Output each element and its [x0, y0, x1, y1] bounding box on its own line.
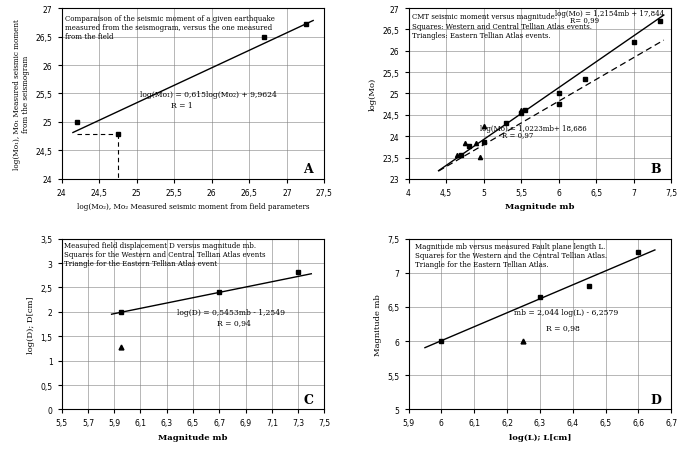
- Text: R= 0,99: R= 0,99: [570, 16, 599, 24]
- Text: mb = 2,044 log(L) - 6,2579: mb = 2,044 log(L) - 6,2579: [514, 308, 618, 316]
- Text: log(Mo) = 1,0223mb+ 18,686: log(Mo) = 1,0223mb+ 18,686: [480, 125, 586, 132]
- Text: C: C: [303, 393, 314, 406]
- Text: B: B: [650, 163, 661, 176]
- Text: R = 0,94: R = 0,94: [216, 318, 251, 326]
- X-axis label: Magnitude mb: Magnitude mb: [505, 203, 575, 211]
- Text: Magnitude mb versus measured Fault plane length L.
Squares for the Western and t: Magnitude mb versus measured Fault plane…: [415, 243, 607, 269]
- X-axis label: log(L); L[cm]: log(L); L[cm]: [509, 433, 571, 441]
- Y-axis label: log(Mo): log(Mo): [369, 78, 377, 111]
- Text: CMT seismic moment versus magnitude.
Squares: Western and Central Tellian Atlas : CMT seismic moment versus magnitude. Squ…: [412, 13, 593, 40]
- X-axis label: Magnitude mb: Magnitude mb: [158, 433, 228, 441]
- Text: log(D) = 0,5453mb - 1,2549: log(D) = 0,5453mb - 1,2549: [177, 308, 285, 317]
- Text: Comparaison of the seismic moment of a given earthquake
measured from the seismo: Comparaison of the seismic moment of a g…: [65, 15, 275, 41]
- Y-axis label: log(D); D[cm]: log(D); D[cm]: [27, 296, 35, 353]
- Text: D: D: [650, 393, 661, 406]
- Y-axis label: Magnitude mb: Magnitude mb: [374, 293, 382, 355]
- Text: R = 0,97: R = 0,97: [502, 131, 534, 139]
- Text: A: A: [303, 163, 313, 176]
- Y-axis label: log(Mo₁), Mo₁ Measured seismic moment
from the seismogram: log(Mo₁), Mo₁ Measured seismic moment fr…: [13, 19, 30, 170]
- Text: R = 0,98: R = 0,98: [547, 323, 580, 331]
- Text: log(Mo) = 1,2154mb + 17,844: log(Mo) = 1,2154mb + 17,844: [555, 10, 664, 17]
- Text: log(Mo₁) = 0,615log(Mo₂) + 9,9624: log(Mo₁) = 0,615log(Mo₂) + 9,9624: [140, 91, 277, 99]
- X-axis label: log(Mo₂), Mo₂ Measured seismic moment from field parameters: log(Mo₂), Mo₂ Measured seismic moment fr…: [77, 203, 310, 211]
- Text: Measured field displacement D versus magnitude mb.
Squares for the Western and C: Measured field displacement D versus mag…: [64, 242, 266, 268]
- Text: R = 1: R = 1: [171, 101, 192, 109]
